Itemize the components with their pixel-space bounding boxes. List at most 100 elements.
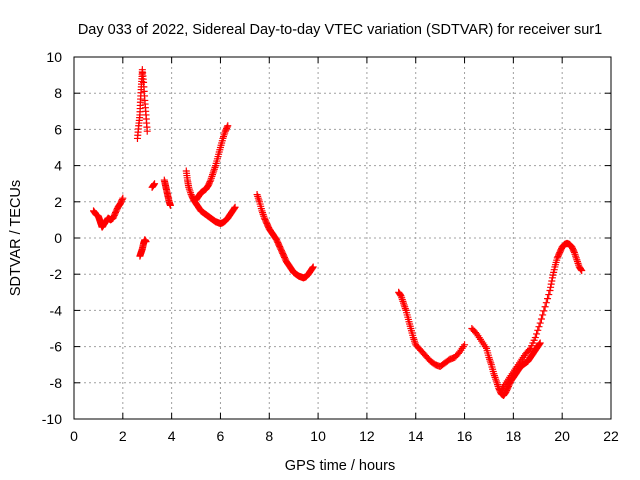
data-point [118,196,126,204]
data-point [255,196,263,204]
data-point [411,339,419,347]
series-seg1 [90,194,127,231]
data-point [401,303,409,311]
data-point [208,172,216,180]
data-point [185,185,193,193]
data-point [547,280,555,288]
x-tick-label: 14 [408,428,424,444]
data-point [534,326,542,334]
data-point [401,305,409,313]
data-point [309,263,317,271]
x-tick-label: 20 [554,428,570,444]
data-point [259,209,267,217]
data-point [539,311,547,319]
y-tick-label: 6 [54,121,62,137]
series-seg11 [497,239,586,394]
x-tick-label: 16 [457,428,473,444]
x-tick-label: 10 [310,428,326,444]
data-point [536,339,544,347]
data-point [206,177,214,185]
x-tick-label: 4 [168,428,176,444]
data-point [400,299,408,307]
y-tick-label: -8 [50,375,63,391]
x-axis: 0 2 4 6 8 10 12 14 16 18 20 22 [70,57,619,444]
series-seg7 [192,122,232,204]
x-tick-label: 22 [603,428,619,444]
data-point [536,340,544,348]
y-axis: -10 -8 -6 -4 -2 0 2 4 6 8 10 [42,49,611,427]
data-point [547,283,555,291]
data-point [461,341,469,349]
data-point [309,264,317,272]
data-point [541,303,549,311]
data-point [150,181,158,189]
data-point [209,171,217,179]
data-point [491,373,499,381]
data-point [573,256,581,264]
data-point [230,204,238,212]
data-point [487,359,495,367]
data-point [492,377,500,385]
y-tick-label: 2 [54,194,62,210]
data-point [220,131,228,139]
data-point [486,355,494,363]
data-point [210,165,218,173]
data-point [151,180,159,188]
data-point [400,301,408,309]
data-point [185,183,193,191]
data-point [143,127,151,135]
chart-title: Day 033 of 2022, Sidereal Day-to-day VTE… [78,22,602,38]
data-point [399,297,407,305]
y-tick-label: 10 [46,49,62,65]
series-seg6 [182,167,239,228]
series-seg3 [136,236,150,260]
x-tick-label: 2 [119,428,127,444]
data-point [492,375,500,383]
x-tick-label: 6 [217,428,225,444]
data-point [486,357,494,365]
data-point [540,307,548,315]
data-point [209,169,217,177]
data-point [490,372,498,380]
data-point [533,330,541,338]
series-seg9 [395,288,469,371]
y-tick-label: 0 [54,230,62,246]
data-point [149,182,157,190]
data-point [231,203,239,211]
data-point [548,277,556,285]
x-tick-label: 0 [70,428,78,444]
series-seg2 [133,66,151,142]
data-point [531,334,539,342]
data-point [578,267,586,275]
data-point [535,323,543,331]
grid [74,57,611,419]
data-point [410,335,418,343]
y-tick-label: -4 [50,302,63,318]
x-axis-label: GPS time / hours [285,458,395,474]
data-point [186,187,194,195]
data-point [546,286,554,294]
data-point [493,381,501,389]
data-point [254,192,262,200]
data-point [210,167,218,175]
y-tick-label: -2 [50,266,63,282]
data-point [545,291,553,299]
series-seg4 [148,180,159,191]
x-tick-label: 12 [359,428,375,444]
data-point [536,319,544,327]
data-point [224,122,232,130]
data-point [572,254,580,262]
data-point [544,295,552,303]
data-point [166,201,174,209]
data-point [253,191,261,199]
data-point [572,252,580,260]
data-point [223,123,231,131]
data-point [542,299,550,307]
x-tick-label: 18 [506,428,522,444]
y-tick-label: 8 [54,85,62,101]
data-point [525,346,533,354]
data-point [220,133,228,141]
y-axis-label: SDTVAR / TECUs [8,180,24,296]
data-point [537,315,545,323]
